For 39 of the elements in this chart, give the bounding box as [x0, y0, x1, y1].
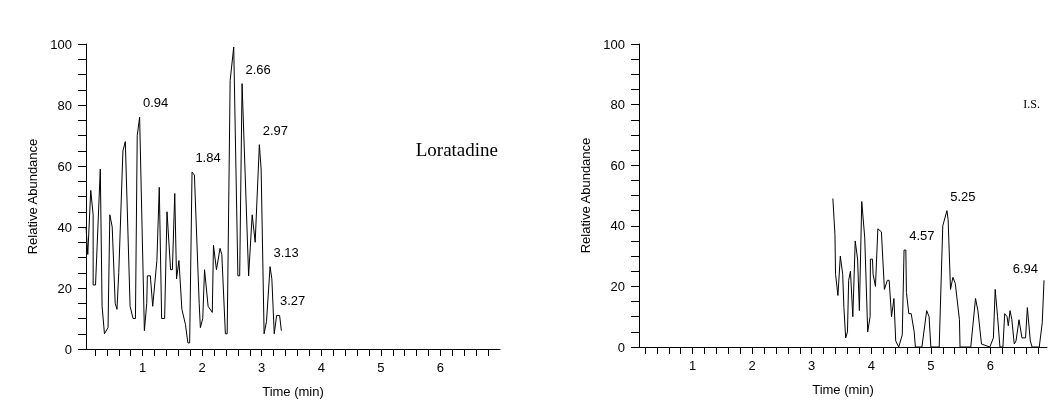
x-tick-label: 4	[317, 360, 325, 375]
x-tick-label: 6	[986, 358, 995, 373]
annotation: 5.25	[950, 188, 976, 204]
annotation: 2.66	[245, 61, 271, 77]
x-axis-title: Time (min)	[812, 382, 874, 397]
x-tick-label: 1	[138, 360, 147, 375]
y-tick-label: 80	[610, 97, 625, 113]
x-tick-label: 2	[748, 358, 756, 373]
annotation: 6.94	[1012, 260, 1039, 276]
y-tick-label: 100	[50, 36, 72, 52]
annotation: I.S.	[1023, 97, 1040, 111]
x-tick-label: 3	[258, 360, 266, 375]
y-tick-label: 80	[57, 97, 72, 113]
annotation: 3.27	[279, 293, 306, 309]
annotation: 3.13	[273, 244, 299, 260]
x-tick-label: 4	[867, 358, 875, 373]
y-tick-label: 60	[610, 157, 625, 173]
y-tick-label: 0	[64, 341, 72, 357]
annotation: Loratadine	[415, 139, 499, 160]
annotation: 4.57	[909, 228, 935, 244]
x-tick-label: 5	[377, 360, 385, 375]
y-tick-label: 60	[57, 158, 72, 174]
annotation: 2.97	[262, 122, 288, 138]
y-tick-label: 20	[610, 278, 625, 294]
y-tick-label: 40	[57, 219, 72, 235]
annotation: 1.84	[195, 150, 221, 166]
x-axis-title: Time (min)	[262, 384, 324, 399]
x-tick-label: 2	[198, 360, 206, 375]
y-axis-title: Relative Abundance	[578, 137, 594, 254]
y-axis-title: Relative Abundance	[25, 138, 41, 255]
y-tick-label: 0	[617, 339, 625, 355]
y-tick-label: 40	[610, 218, 625, 234]
y-tick-label: 20	[57, 280, 72, 296]
x-tick-label: 5	[927, 358, 935, 373]
x-tick-label: 3	[808, 358, 816, 373]
y-tick-label: 100	[603, 36, 625, 52]
annotation: 0.94	[142, 95, 169, 111]
x-tick-label: 6	[436, 360, 445, 375]
x-tick-label: 1	[688, 358, 697, 373]
